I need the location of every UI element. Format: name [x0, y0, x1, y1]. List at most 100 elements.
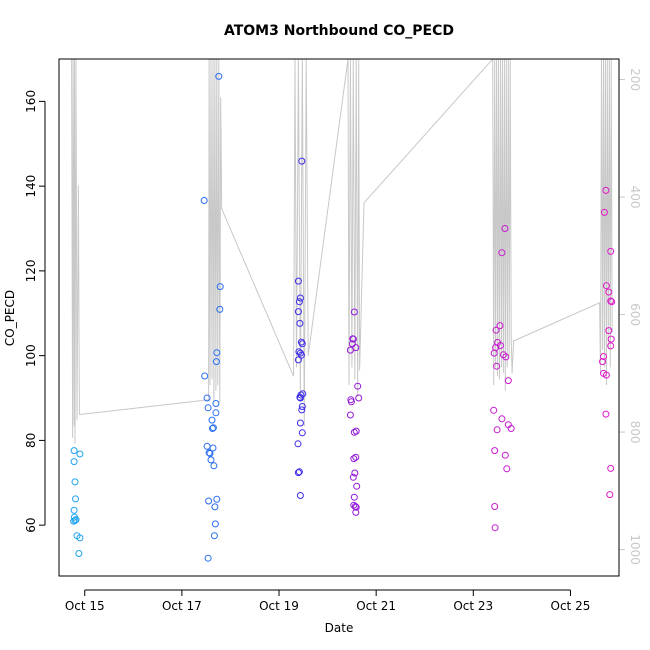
data-point [608, 298, 616, 306]
data-point [206, 450, 214, 457]
x-tick-label: Oct 19 [259, 599, 299, 613]
data-point [294, 356, 302, 364]
right-tick-label: 600 [628, 303, 642, 326]
data-point [496, 322, 504, 330]
data-point [208, 416, 216, 424]
y-tick-label: 140 [24, 175, 38, 198]
data-point [215, 72, 223, 80]
data-point [205, 497, 213, 505]
data-point [350, 428, 358, 436]
line-layer [71, 57, 613, 444]
data-point [298, 406, 306, 414]
data-point [352, 503, 360, 511]
data-point [294, 469, 302, 477]
data-point [204, 404, 212, 412]
data-point [203, 394, 211, 402]
data-point [606, 491, 614, 499]
y-tick-label: 100 [24, 344, 38, 367]
data-point [298, 403, 306, 410]
data-point [492, 326, 500, 334]
data-point [350, 455, 358, 463]
x-tick-label: Oct 25 [551, 599, 591, 613]
data-point [296, 419, 304, 427]
data-point [493, 426, 501, 434]
secondary-series-line [71, 57, 613, 444]
data-point [200, 197, 208, 204]
data-point [503, 465, 511, 473]
data-point [210, 532, 218, 540]
data-point [76, 450, 84, 458]
data-point [600, 208, 608, 216]
data-point [352, 508, 360, 516]
data-point [294, 440, 302, 448]
x-tick-label: Oct 15 [65, 599, 105, 613]
data-point [602, 410, 610, 418]
data-point [600, 353, 607, 360]
data-point [490, 406, 498, 414]
data-point [70, 447, 78, 455]
data-point [507, 425, 515, 432]
data-point [602, 371, 610, 379]
right-tick-label: 800 [628, 421, 642, 444]
data-point [294, 308, 302, 316]
y-axis-label: CO_PECD [3, 290, 17, 346]
data-point [349, 473, 357, 481]
x-tick-label: Oct 17 [162, 599, 202, 613]
data-point [76, 534, 84, 542]
data-point [350, 308, 358, 316]
data-point [607, 297, 615, 305]
right-tick-label: 1000 [628, 534, 642, 565]
data-point [354, 382, 362, 390]
data-point [607, 335, 615, 343]
data-point [298, 340, 306, 348]
data-point [72, 495, 79, 503]
right-tick-label: 200 [628, 68, 642, 91]
data-point [70, 506, 78, 514]
data-point [296, 394, 304, 402]
data-point [502, 353, 510, 361]
y-tick-label: 160 [24, 90, 38, 113]
data-point [347, 398, 355, 406]
data-point [346, 411, 354, 419]
data-point [602, 282, 610, 290]
x-tick-label: Oct 23 [453, 599, 493, 613]
data-point [212, 400, 220, 407]
data-point [346, 346, 354, 354]
data-point [352, 453, 360, 461]
points-layer [70, 72, 616, 562]
chart-title: ATOM3 Northbound CO_PECD [224, 23, 454, 39]
data-point [216, 283, 224, 291]
y-tick-label: 60 [24, 518, 38, 533]
data-point [75, 550, 83, 557]
data-point [491, 503, 499, 510]
data-point [296, 294, 304, 302]
data-point [607, 342, 615, 350]
y-tick-label: 80 [24, 433, 38, 448]
data-point [72, 516, 80, 524]
data-point [209, 425, 216, 432]
data-point [498, 415, 506, 423]
data-point [295, 468, 303, 476]
data-point [490, 349, 498, 357]
y-tick-label: 120 [24, 259, 38, 282]
data-point [213, 495, 221, 503]
data-point [212, 409, 220, 417]
plot-frame [58, 58, 620, 577]
x-axis-label: Date [325, 621, 354, 635]
data-point [501, 451, 509, 459]
data-point [204, 554, 212, 562]
data-point [355, 394, 363, 402]
data-point [599, 358, 606, 366]
data-point [216, 305, 224, 313]
data-point [71, 517, 79, 524]
data-point [349, 335, 357, 343]
data-point [70, 458, 78, 466]
data-point [605, 327, 613, 335]
data-point [205, 449, 213, 457]
data-point [211, 520, 219, 528]
data-point [296, 319, 304, 327]
data-point [209, 444, 217, 452]
data-point [71, 478, 79, 486]
data-point [209, 424, 217, 432]
